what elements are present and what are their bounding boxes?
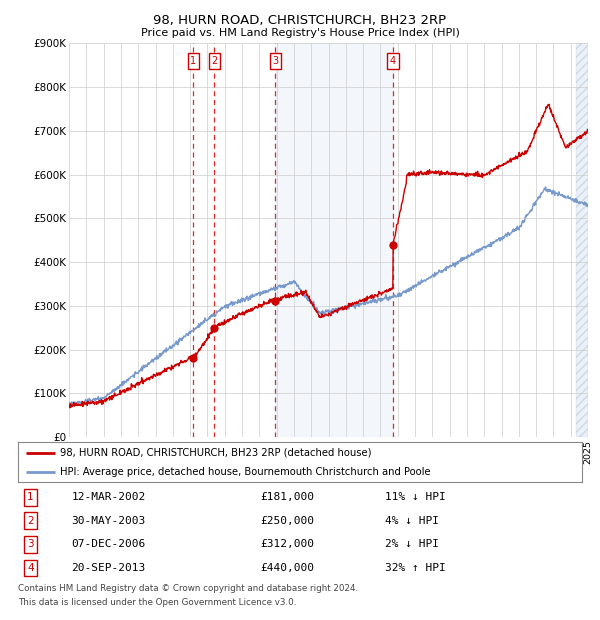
Text: 4: 4 (27, 563, 34, 573)
98, HURN ROAD, CHRISTCHURCH, BH23 2RP (detached house) (545, 100, 553, 108)
98, HURN ROAD, CHRISTCHURCH, BH23 2RP (detached house) (65, 402, 73, 410)
Text: 2: 2 (211, 56, 218, 66)
Text: 30-MAY-2003: 30-MAY-2003 (71, 516, 146, 526)
Text: 4% ↓ HPI: 4% ↓ HPI (385, 516, 439, 526)
98, HURN ROAD, CHRISTCHURCH, BH23 2RP (detached house) (349, 301, 356, 309)
Text: £250,000: £250,000 (260, 516, 314, 526)
Text: 32% ↑ HPI: 32% ↑ HPI (385, 563, 445, 573)
Text: 1: 1 (27, 492, 34, 502)
HPI: Average price, detached house, Bournemouth Christchurch and Poole: (2e+03, 7.01e+04): Average price, detached house, Bournemou… (68, 403, 75, 410)
Text: 4: 4 (390, 56, 396, 66)
Bar (576, 43, 588, 437)
Text: 3: 3 (27, 539, 34, 549)
Text: 1: 1 (190, 56, 196, 66)
HPI: Average price, detached house, Bournemouth Christchurch and Poole: (2.01e+03, 3.52e+05): Average price, detached house, Bournemou… (291, 280, 298, 287)
Text: Contains HM Land Registry data © Crown copyright and database right 2024.: Contains HM Land Registry data © Crown c… (18, 584, 358, 593)
Text: HPI: Average price, detached house, Bournemouth Christchurch and Poole: HPI: Average price, detached house, Bour… (60, 467, 431, 477)
Text: 3: 3 (272, 56, 278, 66)
Text: 12-MAR-2002: 12-MAR-2002 (71, 492, 146, 502)
98, HURN ROAD, CHRISTCHURCH, BH23 2RP (detached house) (153, 369, 160, 376)
HPI: Average price, detached house, Bournemouth Christchurch and Poole: (2e+03, 7.91e+04): Average price, detached house, Bournemou… (65, 399, 73, 406)
Text: 2% ↓ HPI: 2% ↓ HPI (385, 539, 439, 549)
98, HURN ROAD, CHRISTCHURCH, BH23 2RP (detached house) (338, 303, 346, 311)
HPI: Average price, detached house, Bournemouth Christchurch and Poole: (2.02e+03, 5.27e+05): Average price, detached house, Bournemou… (584, 203, 592, 210)
HPI: Average price, detached house, Bournemouth Christchurch and Poole: (2.02e+03, 5.72e+05): Average price, detached house, Bournemou… (542, 184, 549, 191)
Text: 2: 2 (27, 516, 34, 526)
Text: £312,000: £312,000 (260, 539, 314, 549)
Bar (275, 43, 393, 437)
98, HURN ROAD, CHRISTCHURCH, BH23 2RP (detached house) (134, 381, 142, 389)
HPI: Average price, detached house, Bournemouth Christchurch and Poole: (2e+03, 1.86e+05): Average price, detached house, Bournemou… (153, 352, 160, 360)
Line: HPI: Average price, detached house, Bournemouth Christchurch and Poole: HPI: Average price, detached house, Bour… (69, 187, 588, 407)
Text: 07-DEC-2006: 07-DEC-2006 (71, 539, 146, 549)
Text: 98, HURN ROAD, CHRISTCHURCH, BH23 2RP: 98, HURN ROAD, CHRISTCHURCH, BH23 2RP (154, 14, 446, 27)
HPI: Average price, detached house, Bournemouth Christchurch and Poole: (2.01e+03, 2.96e+05): Average price, detached house, Bournemou… (338, 304, 346, 311)
Text: £440,000: £440,000 (260, 563, 314, 573)
Text: £181,000: £181,000 (260, 492, 314, 502)
HPI: Average price, detached house, Bournemouth Christchurch and Poole: (2e+03, 1.48e+05): Average price, detached house, Bournemou… (134, 369, 142, 376)
Text: 98, HURN ROAD, CHRISTCHURCH, BH23 2RP (detached house): 98, HURN ROAD, CHRISTCHURCH, BH23 2RP (d… (60, 448, 372, 458)
Bar (576, 43, 588, 437)
Text: Price paid vs. HM Land Registry's House Price Index (HPI): Price paid vs. HM Land Registry's House … (140, 28, 460, 38)
98, HURN ROAD, CHRISTCHURCH, BH23 2RP (detached house) (584, 126, 592, 134)
Text: 20-SEP-2013: 20-SEP-2013 (71, 563, 146, 573)
98, HURN ROAD, CHRISTCHURCH, BH23 2RP (detached house) (291, 292, 298, 299)
Text: 11% ↓ HPI: 11% ↓ HPI (385, 492, 445, 502)
98, HURN ROAD, CHRISTCHURCH, BH23 2RP (detached house) (66, 404, 73, 412)
HPI: Average price, detached house, Bournemouth Christchurch and Poole: (2.01e+03, 3.03e+05): Average price, detached house, Bournemou… (349, 301, 356, 308)
Text: This data is licensed under the Open Government Licence v3.0.: This data is licensed under the Open Gov… (18, 598, 296, 608)
HPI: Average price, detached house, Bournemouth Christchurch and Poole: (2.01e+03, 3.15e+05): Average price, detached house, Bournemou… (241, 296, 248, 303)
98, HURN ROAD, CHRISTCHURCH, BH23 2RP (detached house) (241, 311, 248, 319)
Line: 98, HURN ROAD, CHRISTCHURCH, BH23 2RP (detached house): 98, HURN ROAD, CHRISTCHURCH, BH23 2RP (d… (69, 104, 588, 408)
